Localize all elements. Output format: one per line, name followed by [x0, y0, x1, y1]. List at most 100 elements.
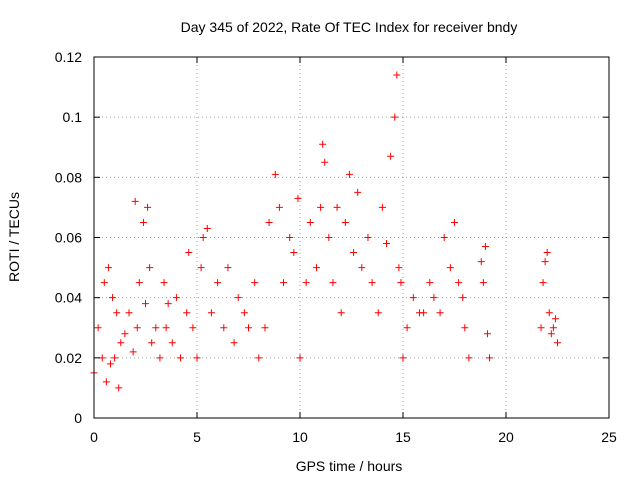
plot-frame — [93, 56, 610, 419]
x-tick-label: 10 — [292, 429, 308, 445]
y-tick-label: 0.02 — [55, 350, 82, 366]
data-point — [203, 224, 211, 232]
data-point — [185, 249, 193, 257]
data-point — [265, 218, 273, 226]
data-point — [399, 354, 407, 362]
data-point — [446, 264, 454, 272]
data-point — [350, 249, 358, 257]
data-point — [383, 240, 391, 248]
data-point — [240, 309, 248, 317]
data-points — [90, 71, 561, 392]
data-point — [224, 264, 232, 272]
x-tick-label: 20 — [498, 429, 514, 445]
data-point — [104, 264, 112, 272]
data-point — [479, 279, 487, 287]
data-point — [440, 234, 448, 241]
data-point — [354, 188, 362, 196]
x-tick-label: 25 — [601, 429, 617, 445]
y-axis-label: ROTI / TECUs — [6, 192, 22, 282]
data-point — [146, 264, 154, 272]
data-point — [374, 309, 382, 317]
grid-lines — [94, 57, 609, 418]
data-point — [261, 324, 269, 332]
data-point — [420, 309, 428, 317]
data-point — [164, 300, 172, 308]
data-point — [172, 294, 180, 302]
data-point — [255, 354, 263, 362]
data-point — [189, 324, 197, 332]
data-point — [543, 249, 551, 257]
data-point — [113, 309, 121, 317]
data-point — [539, 279, 547, 287]
data-point — [403, 324, 411, 332]
data-point — [177, 354, 185, 362]
data-point — [465, 354, 473, 362]
data-point — [319, 140, 327, 148]
data-point — [245, 324, 252, 332]
data-point — [397, 279, 405, 287]
data-point — [477, 258, 485, 266]
data-point — [183, 309, 191, 317]
data-point — [94, 324, 102, 332]
chart-title: Day 345 of 2022, Rate Of TEC Index for r… — [181, 19, 518, 35]
data-point — [537, 324, 545, 332]
data-point — [251, 279, 259, 287]
data-point — [312, 264, 320, 272]
data-point — [294, 194, 302, 202]
data-point — [129, 348, 137, 356]
data-point — [230, 339, 238, 347]
data-point — [391, 113, 399, 121]
data-point — [121, 330, 129, 338]
data-point — [148, 339, 156, 347]
data-point — [368, 279, 376, 287]
data-point — [220, 324, 228, 332]
y-tick-label: 0.1 — [63, 109, 83, 125]
data-point — [321, 158, 329, 166]
data-point — [131, 197, 139, 205]
y-tick-label: 0 — [74, 410, 82, 426]
data-point — [461, 324, 469, 332]
data-point — [275, 203, 283, 211]
data-point — [455, 279, 463, 287]
x-tick-label: 0 — [90, 429, 98, 445]
data-point — [306, 218, 314, 226]
data-point — [547, 330, 555, 338]
data-point — [234, 294, 242, 302]
data-point — [280, 279, 288, 287]
data-point — [199, 234, 207, 241]
data-point — [302, 279, 310, 287]
tick-labels: 0 5 10 15 20 25 0 0.02 0.04 0.06 0.08 0.1 0.12 — [55, 49, 617, 445]
data-point — [197, 264, 205, 272]
data-point — [286, 234, 294, 241]
data-point — [436, 309, 444, 317]
data-point — [135, 279, 143, 287]
y-tick-label: 0.04 — [55, 290, 82, 306]
data-point — [160, 279, 168, 287]
data-point — [214, 279, 222, 287]
data-point — [551, 315, 559, 323]
data-point — [106, 360, 114, 368]
data-point — [142, 300, 149, 308]
data-point — [481, 243, 489, 251]
data-point — [459, 294, 467, 302]
x-tick-label: 15 — [395, 429, 411, 445]
data-point — [133, 324, 141, 332]
y-tick-label: 0.08 — [55, 169, 82, 185]
x-axis-label: GPS time / hours — [296, 458, 403, 474]
data-point — [102, 378, 110, 386]
y-tick-label: 0.12 — [55, 49, 82, 65]
data-point — [358, 264, 366, 272]
data-point — [207, 309, 215, 317]
data-point — [162, 324, 170, 332]
data-point — [115, 384, 123, 392]
data-point — [341, 218, 349, 226]
data-point — [337, 309, 345, 317]
data-point — [100, 279, 108, 287]
data-point — [430, 294, 438, 302]
data-point — [111, 354, 119, 362]
axis-ticks — [93, 56, 610, 419]
x-tick-label: 5 — [193, 429, 201, 445]
data-point — [296, 354, 304, 362]
data-point — [364, 234, 372, 241]
